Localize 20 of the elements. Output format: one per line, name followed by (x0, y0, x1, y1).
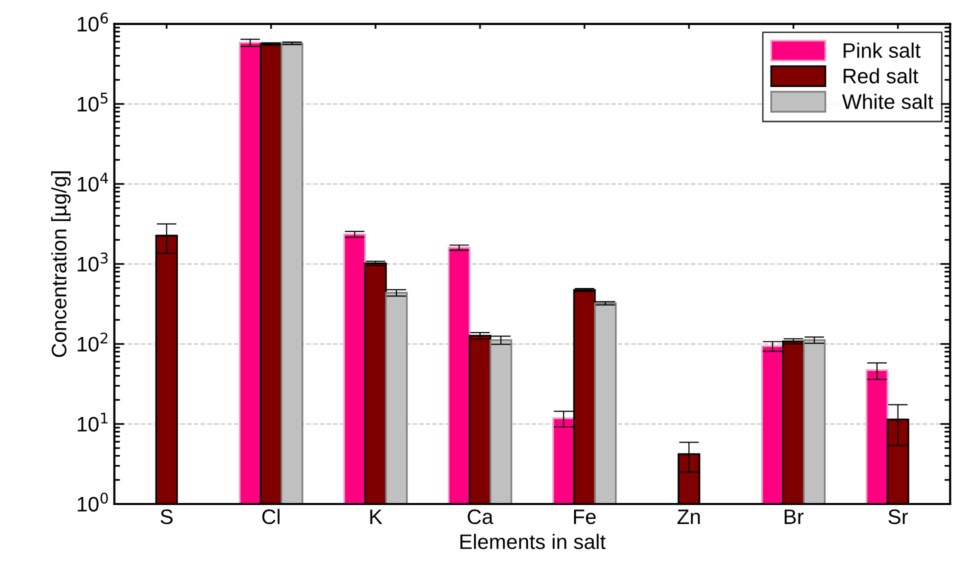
y-tick-label: 10$^{2}$ (78, 332, 108, 352)
y-tick-label: 10$^{6}$ (78, 12, 108, 32)
x-tick-label: K (370, 510, 382, 524)
legend-label: Red salt (844, 68, 918, 84)
y-tick-label: 10$^{1}$ (78, 412, 108, 432)
y-tick-label: 10$^{5}$ (78, 92, 108, 112)
legend-label: Pink salt (844, 42, 921, 58)
y-tick-label: 10$^{3}$ (78, 252, 108, 272)
x-tick-label: S (160, 509, 173, 524)
x-tick-label: Cl (262, 508, 280, 524)
legend-label: White salt (842, 94, 934, 110)
y-axis-title: Concentration [µg/g] (51, 171, 71, 357)
x-tick-label: Zn (677, 510, 700, 524)
x-tick-label: Fe (574, 510, 596, 524)
x-tick-label: Sr (888, 509, 908, 524)
y-tick-label: 10$^{4}$ (78, 172, 108, 192)
x-axis-title: Elements in salt (460, 534, 606, 550)
y-tick-label: 10$^{0}$ (78, 492, 108, 512)
x-tick-label: Ca (468, 509, 494, 524)
x-tick-label: Br (784, 510, 804, 524)
